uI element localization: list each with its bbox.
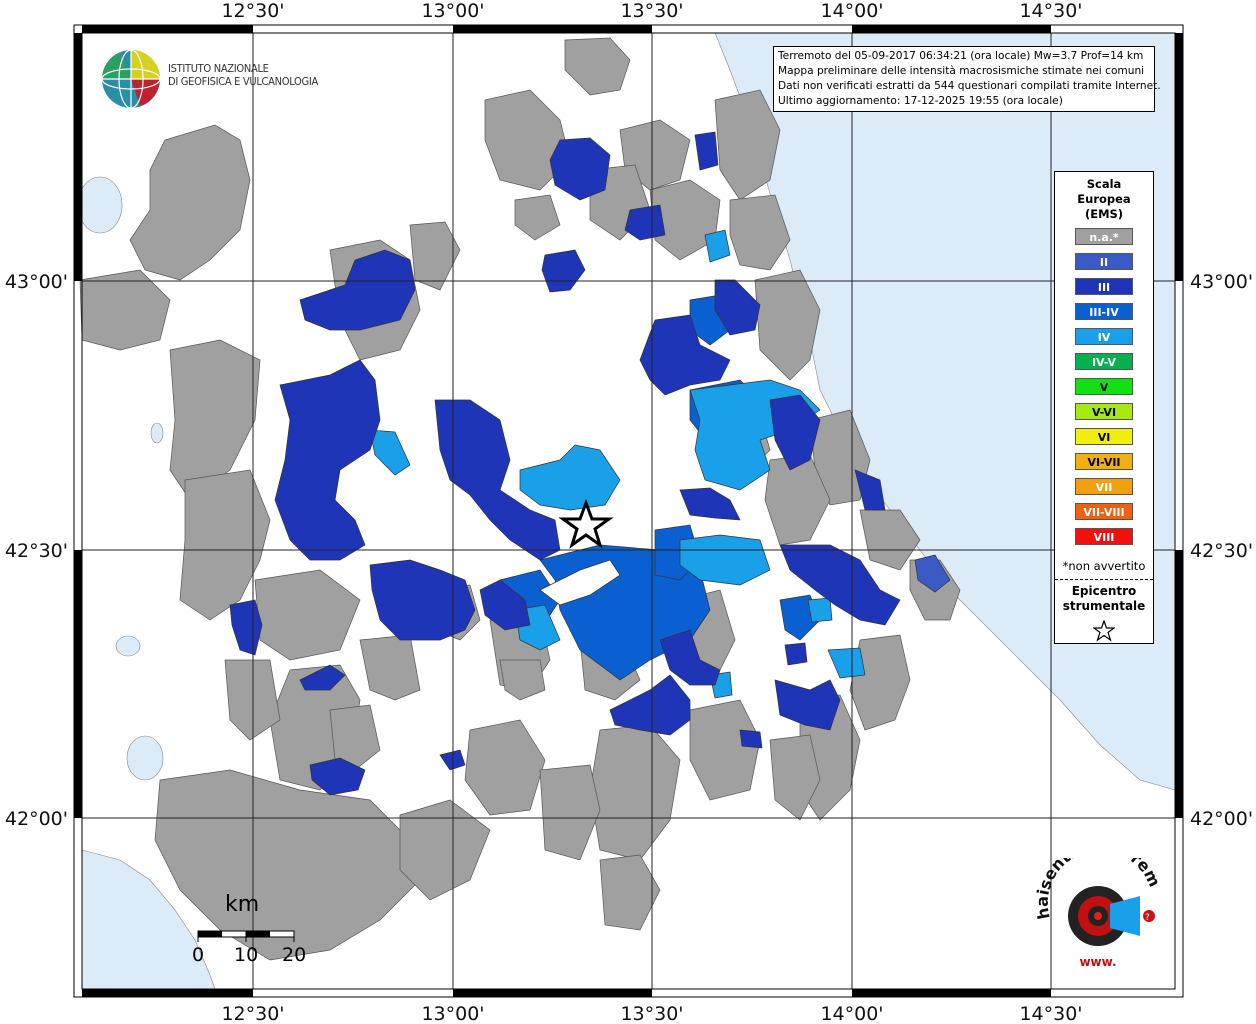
lon-label-bottom: 14°00' bbox=[820, 1003, 883, 1024]
lon-label-top: 14°30' bbox=[1019, 0, 1082, 22]
municipalities-na bbox=[79, 37, 961, 961]
legend-item: III-IV bbox=[1075, 303, 1133, 320]
scale-label: 10 bbox=[234, 944, 259, 966]
lat-label-right: 43°00' bbox=[1190, 271, 1253, 293]
lake-bolsena bbox=[126, 735, 164, 781]
scale-unit: km bbox=[225, 892, 260, 917]
ingv-name-line2: DI GEOFISICA E VULCANOLOGIA bbox=[168, 75, 318, 88]
legend-item: VI bbox=[1075, 428, 1133, 445]
ingv-logo: ISTITUTO NAZIONALE DI GEOFISICA E VULCAN… bbox=[100, 46, 320, 110]
haisentito-logo: ? haisentitoilterremoto.it www. bbox=[1030, 858, 1164, 969]
info-icon: ? bbox=[1145, 913, 1150, 923]
lat-label-right: 42°00' bbox=[1190, 808, 1253, 830]
lat-label-left: 42°00' bbox=[5, 808, 68, 830]
event-info-line: Terremoto del 05-09-2017 06:34:21 (ora l… bbox=[778, 50, 1144, 62]
legend-item: n.a.* bbox=[1075, 228, 1133, 245]
intensity-legend: Scala Europea (EMS) n.a.* II III III-IV IV IV… bbox=[1054, 171, 1154, 644]
ingv-name: ISTITUTO NAZIONALE DI GEOFISICA E VULCAN… bbox=[168, 62, 318, 88]
globe-icon bbox=[101, 49, 161, 109]
legend-item: II bbox=[1075, 253, 1133, 270]
epicenter-star-icon bbox=[558, 498, 614, 549]
legend-title-line: Europea bbox=[1077, 192, 1131, 206]
legend-epicenter-line: strumentale bbox=[1062, 599, 1146, 613]
map-frame bbox=[73, 24, 1184, 998]
legend-item: VIII bbox=[1075, 528, 1133, 545]
legend-item: III bbox=[1075, 278, 1133, 295]
lon-label-bottom: 12°30' bbox=[221, 1003, 284, 1024]
legend-title: Scala Europea (EMS) bbox=[1055, 177, 1153, 222]
scale-label: 20 bbox=[282, 944, 307, 966]
lake-campotosto bbox=[539, 559, 621, 606]
legend-star-icon bbox=[1055, 619, 1153, 646]
legend-item: VI-VII bbox=[1075, 453, 1133, 470]
lake-trasimeno bbox=[77, 176, 123, 234]
lon-label-top: 13°00' bbox=[421, 0, 484, 22]
legend-title-line: Scala bbox=[1086, 177, 1122, 191]
lake-small-1 bbox=[115, 635, 141, 657]
lat-label-right: 42°30' bbox=[1190, 540, 1253, 562]
legend-title-line: (EMS) bbox=[1084, 207, 1124, 221]
lon-labels-top: 12°30' 13°00' 13°30' 14°00' 14°30' bbox=[221, 0, 1082, 22]
event-info-line: Dati non verificati estratti da 544 ques… bbox=[778, 80, 1161, 92]
legend-epicenter-label: Epicentro strumentale bbox=[1055, 584, 1153, 614]
lon-label-bottom: 13°30' bbox=[620, 1003, 683, 1024]
lon-label-top: 14°00' bbox=[820, 0, 883, 22]
legend-items: n.a.* II III III-IV IV IV-V V V-VI VI VI-VII VII VI… bbox=[1055, 228, 1153, 545]
legend-item: IV-V bbox=[1075, 353, 1133, 370]
legend-item: VII bbox=[1075, 478, 1133, 495]
lake-small-2 bbox=[150, 422, 164, 444]
legend-epicenter-line: Epicentro bbox=[1071, 584, 1137, 598]
legend-item: IV bbox=[1075, 328, 1133, 345]
lat-labels-right: 43°00' 42°30' 42°00' bbox=[1190, 271, 1253, 830]
legend-note: *non avvertito bbox=[1062, 559, 1146, 573]
event-info-line: Ultimo aggiornamento: 17-12-2025 19:55 (… bbox=[778, 95, 1063, 107]
municipalities-iii bbox=[229, 131, 901, 796]
lat-label-left: 43°00' bbox=[5, 271, 68, 293]
event-info-line: Mappa preliminare delle intensità macros… bbox=[778, 65, 1145, 77]
scale-bar-graphic bbox=[197, 930, 295, 942]
lon-label-bottom: 14°30' bbox=[1019, 1003, 1082, 1024]
scale-bar: km 0 10 20 bbox=[190, 892, 310, 972]
graticule bbox=[82, 33, 1175, 989]
lon-labels-bottom: 12°30' 13°00' 13°30' 14°00' 14°30' bbox=[221, 1003, 1082, 1024]
lat-labels-left: 43°00' 42°30' 42°00' bbox=[5, 271, 68, 830]
lon-label-top: 13°30' bbox=[620, 0, 683, 22]
legend-item: V bbox=[1075, 378, 1133, 395]
event-info-box: Terremoto del 05-09-2017 06:34:21 (ora l… bbox=[773, 46, 1161, 112]
legend-divider bbox=[1055, 579, 1153, 580]
legend-item: V-VI bbox=[1075, 403, 1133, 420]
lon-label-bottom: 13°00' bbox=[421, 1003, 484, 1024]
lon-label-top: 12°30' bbox=[221, 0, 284, 22]
haisentito-prefix: www. bbox=[1079, 955, 1116, 969]
ingv-name-line1: ISTITUTO NAZIONALE bbox=[168, 62, 269, 75]
municipalities-ii bbox=[914, 554, 951, 593]
legend-item: VII-VIII bbox=[1075, 503, 1133, 520]
lat-label-left: 42°30' bbox=[5, 540, 68, 562]
scale-label: 0 bbox=[192, 944, 205, 966]
